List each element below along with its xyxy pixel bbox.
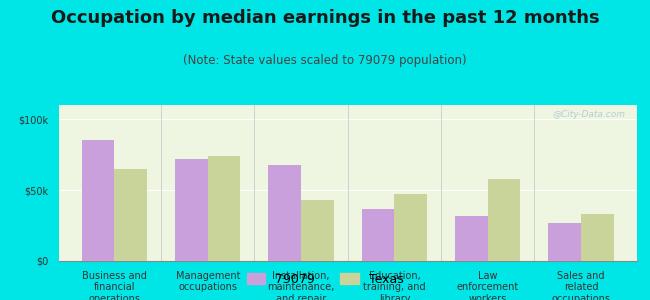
Bar: [114, 169, 147, 261]
Bar: [581, 214, 614, 261]
Bar: [455, 216, 488, 261]
Bar: [82, 140, 114, 261]
Bar: [208, 156, 240, 261]
Text: (Note: State values scaled to 79079 population): (Note: State values scaled to 79079 popu…: [183, 54, 467, 67]
Legend: 79079, Texas: 79079, Texas: [242, 268, 408, 291]
Bar: [301, 200, 333, 261]
Bar: [549, 223, 581, 261]
Bar: [395, 194, 427, 261]
Bar: [268, 165, 301, 261]
Bar: [362, 208, 395, 261]
Text: @City-Data.com: @City-Data.com: [552, 110, 625, 119]
Bar: [488, 179, 521, 261]
Text: Occupation by median earnings in the past 12 months: Occupation by median earnings in the pas…: [51, 9, 599, 27]
Bar: [175, 159, 208, 261]
